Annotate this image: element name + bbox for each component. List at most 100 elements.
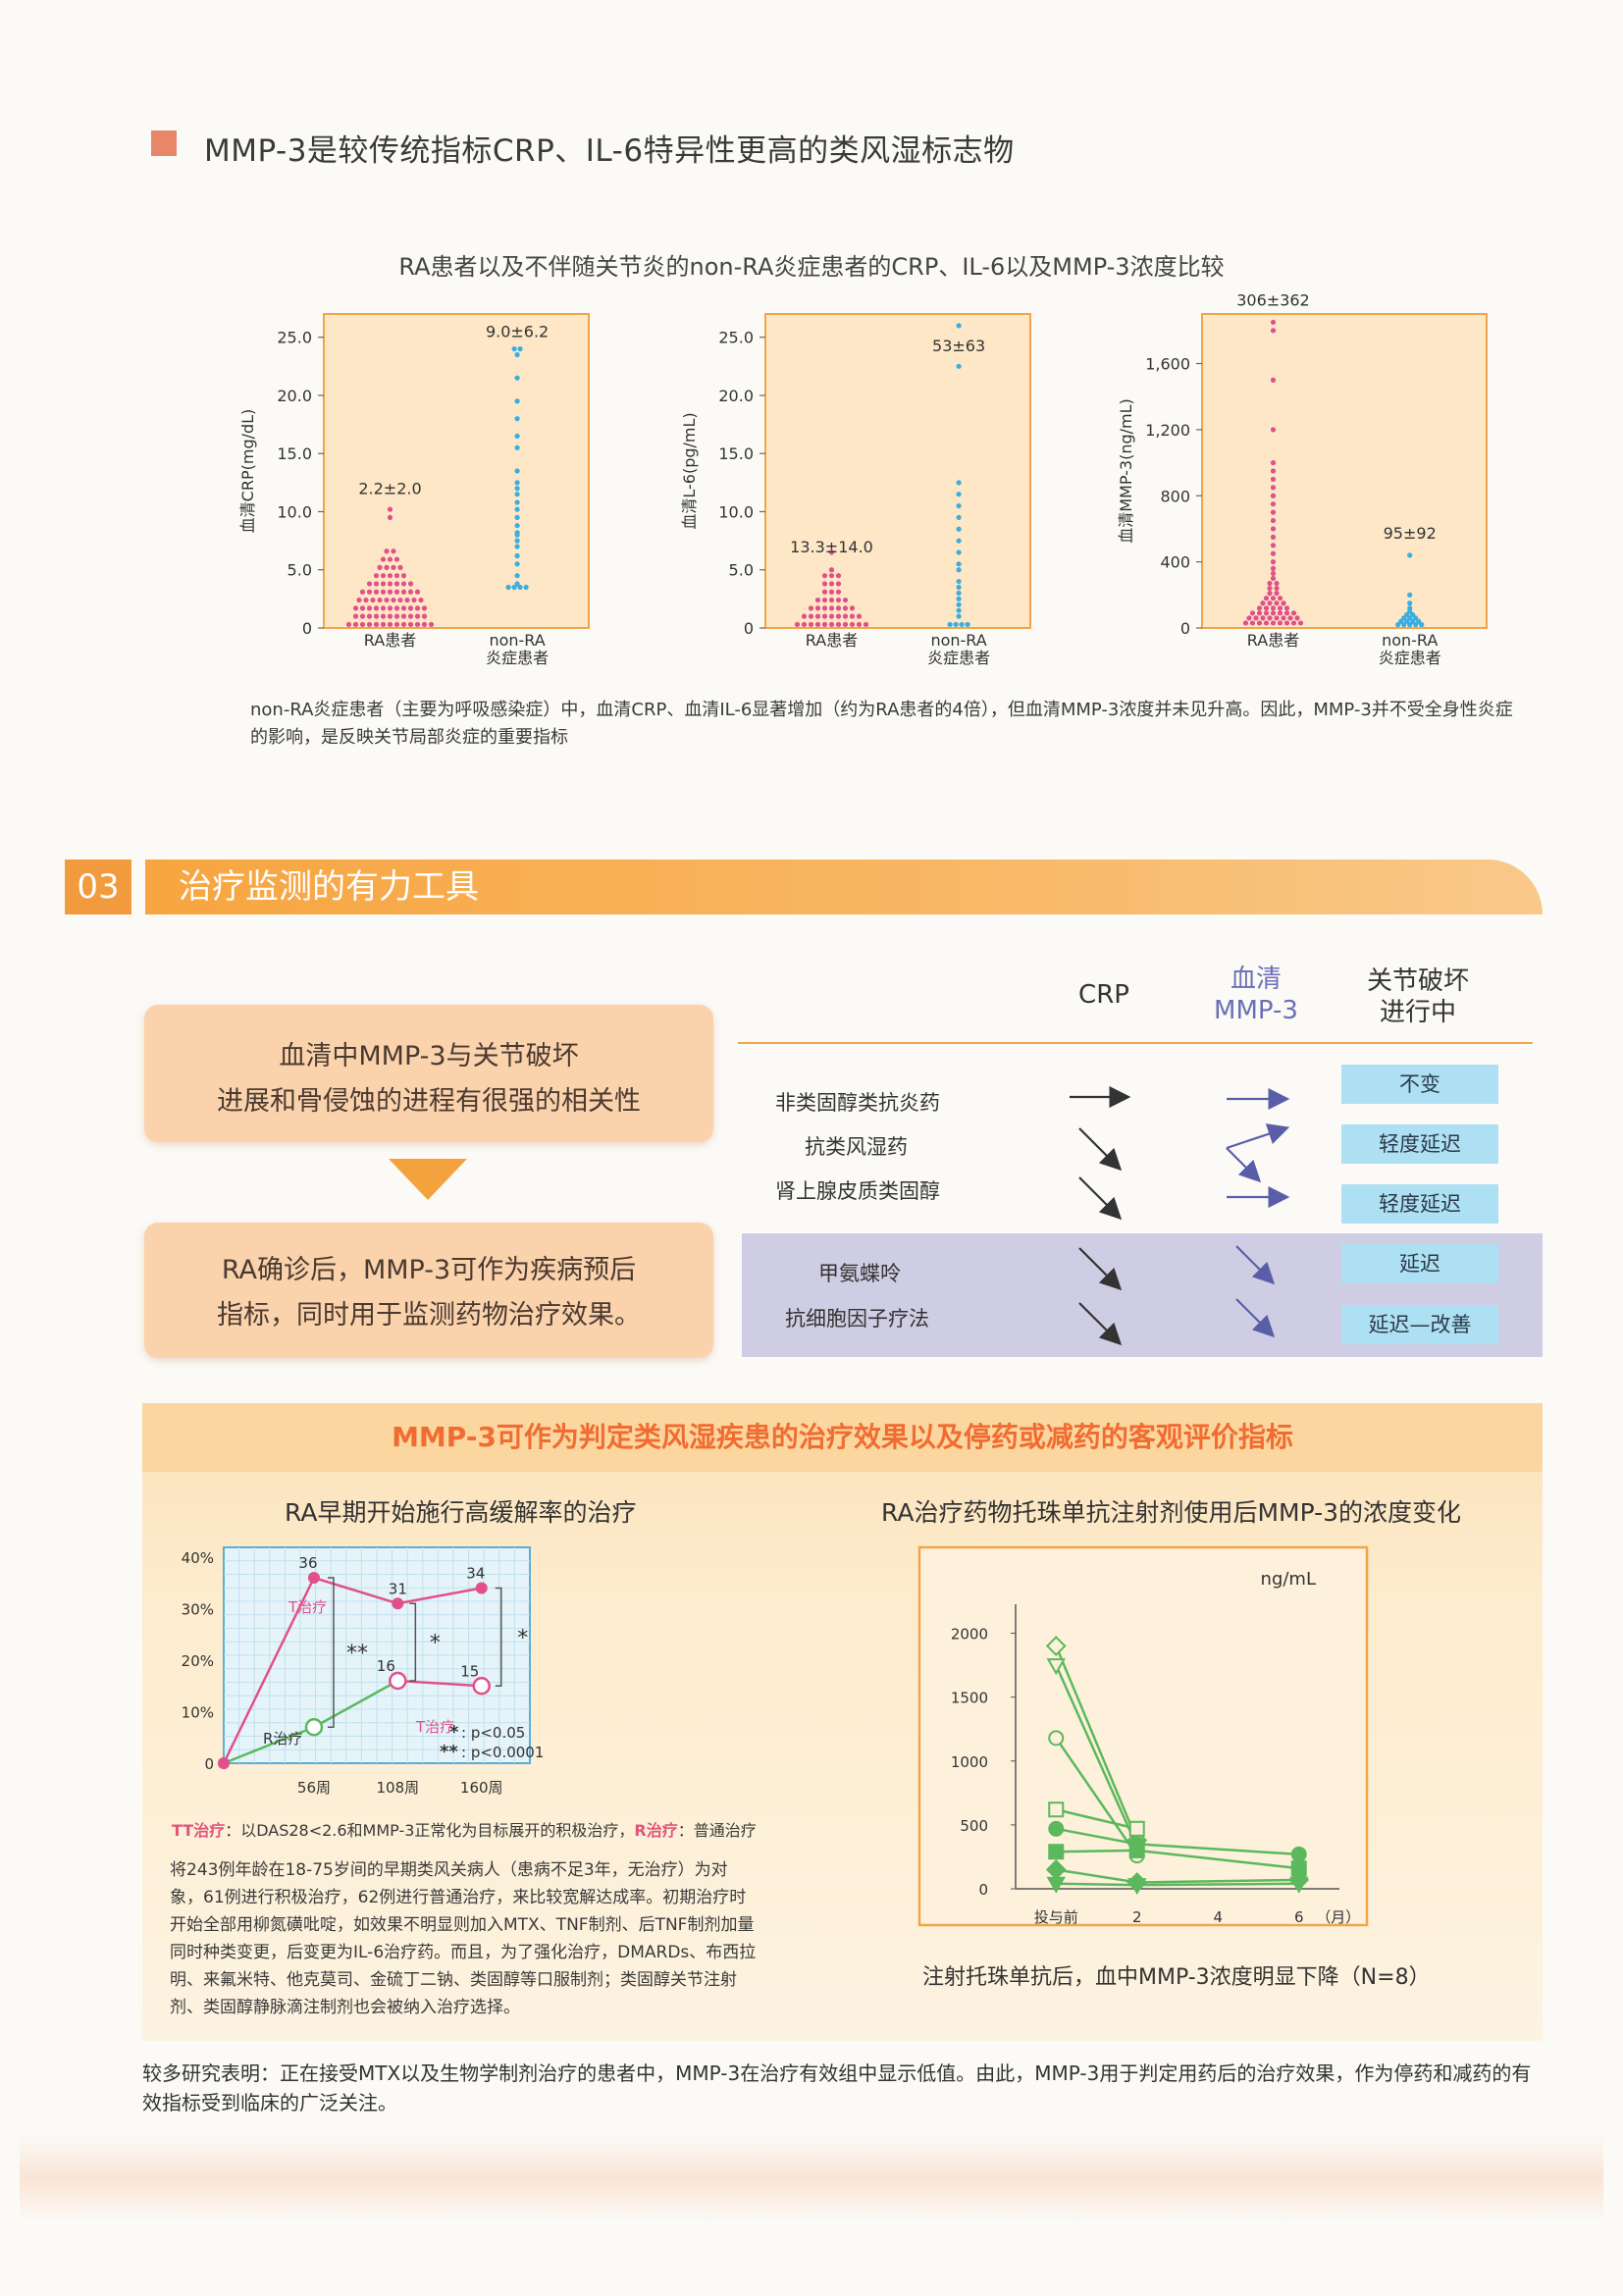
data-point [384, 548, 390, 554]
footer-text: 较多研究表明：正在接受MTX以及生物学制剂治疗的患者中，MMP-3在治疗有效组中… [142, 2061, 1532, 2114]
data-point [387, 605, 393, 611]
data-point [514, 492, 520, 497]
data-point [352, 613, 359, 619]
data-point [517, 584, 523, 591]
data-point [1249, 610, 1256, 616]
data-marker [1128, 1820, 1145, 1837]
data-marker [1289, 1876, 1309, 1894]
data-point [514, 416, 520, 422]
legend-star: * [449, 1722, 459, 1743]
data-point [1281, 600, 1286, 606]
data-point [1413, 622, 1419, 628]
y-tick-label: 15.0 [718, 444, 754, 463]
data-point [1267, 591, 1273, 597]
bottom-decorative-band [20, 2134, 1603, 2222]
row-result-5: 延迟—改善 [1341, 1305, 1498, 1344]
data-point [514, 444, 520, 450]
data-point [393, 581, 400, 587]
data-point [387, 589, 393, 595]
scatter-charts: 0 5.0 10.0 15.0 20.0 25.0 血清CRP(mg/dL) RA患者 non-… [238, 294, 1488, 667]
mean-sd-annotation: 13.3±14.0 [790, 538, 873, 556]
data-point [393, 621, 400, 628]
data-point [514, 523, 520, 529]
data-point [393, 605, 400, 611]
data-point [1270, 377, 1277, 383]
data-marker [1127, 1878, 1147, 1896]
data-point [956, 590, 962, 597]
data-point [370, 597, 376, 603]
data-point [1410, 611, 1416, 618]
data-point [828, 597, 835, 603]
data-point [1270, 543, 1277, 548]
data-point [1274, 580, 1280, 587]
bottom-headline: MMP-3可作为判定类风湿疾患的治疗效果以及停药或减药的客观评价指标 [142, 1403, 1543, 1472]
data-point [377, 564, 383, 570]
data-point [505, 584, 511, 591]
data-point [814, 605, 821, 611]
data-point [956, 502, 962, 509]
data-point [821, 581, 828, 587]
data-point [1274, 591, 1280, 597]
data-point [1401, 622, 1407, 628]
y-tick-label: 10% [182, 1704, 214, 1722]
t-line-open [397, 1679, 482, 1688]
data-point [828, 567, 835, 573]
data-point [514, 480, 520, 486]
data-point [359, 605, 366, 611]
data-point [808, 613, 814, 619]
x-category-label: RA患者 [364, 631, 416, 650]
data-point [1407, 600, 1413, 606]
r-point [304, 1718, 324, 1737]
data-point [384, 597, 390, 603]
data-point [956, 323, 962, 329]
data-point [821, 605, 828, 611]
data-point [1274, 585, 1280, 592]
data-point [421, 613, 428, 619]
data-point [366, 589, 373, 595]
data-point [514, 544, 520, 549]
data-point [373, 581, 380, 587]
figure1-caption: non-RA炎症患者（主要为呼吸感染症）中，血清CRP、血清IL-6显著增加（约… [250, 700, 1513, 748]
data-point [514, 506, 520, 512]
data-point [1267, 585, 1273, 592]
data-point [407, 605, 414, 611]
data-point [956, 526, 962, 532]
data-point [514, 530, 520, 536]
series-label-t: T治疗 [415, 1718, 454, 1736]
figure1-title: RA患者以及不伴随关节炎的non-RA炎症患者的CRP、IL-6以及MMP-3浓… [398, 253, 1225, 281]
data-point [523, 584, 529, 591]
x-tick-label: 56周 [297, 1779, 331, 1797]
data-point [821, 613, 828, 619]
legend-text: : p<0.05 [461, 1724, 525, 1742]
y-axis-label: 血清MMP-3(ng/mL) [1117, 398, 1135, 544]
y-tick-label: 20.0 [718, 387, 754, 405]
data-point [1270, 534, 1277, 540]
x-tick-label: 投与前 [1034, 1908, 1078, 1926]
data-point [856, 613, 863, 619]
data-point [1407, 622, 1413, 628]
data-point [1270, 570, 1277, 577]
data-point [956, 538, 962, 544]
section-title: 治疗监测的有力工具 [145, 860, 1543, 914]
data-point [842, 613, 849, 619]
note-tt-label: TT治疗 [172, 1821, 226, 1840]
data-point [407, 581, 414, 587]
data-point [514, 581, 520, 587]
header-mmp3-line-2: MMP-3 [1214, 996, 1298, 1025]
data-point [414, 605, 421, 611]
data-marker [1128, 1842, 1145, 1858]
data-point [387, 621, 393, 628]
data-point [380, 605, 387, 611]
tt-value-label: 34 [466, 1565, 485, 1583]
data-point [373, 589, 380, 595]
data-point [514, 375, 520, 381]
data-point [863, 621, 869, 628]
y-tick-label: 0 [204, 1755, 214, 1773]
y-tick-label: 15.0 [277, 444, 312, 463]
data-point [373, 573, 380, 579]
remission-line-chart: 0 10% 20% 30% 40% 56周 108周 160周 36 31 34 16 15 T治疗 T治疗… [182, 1546, 544, 1797]
y-tick-label: 5.0 [288, 561, 312, 580]
row-drug-2: 抗类风湿药 [805, 1135, 908, 1159]
data-point [514, 538, 520, 544]
plot-panel [323, 313, 590, 629]
